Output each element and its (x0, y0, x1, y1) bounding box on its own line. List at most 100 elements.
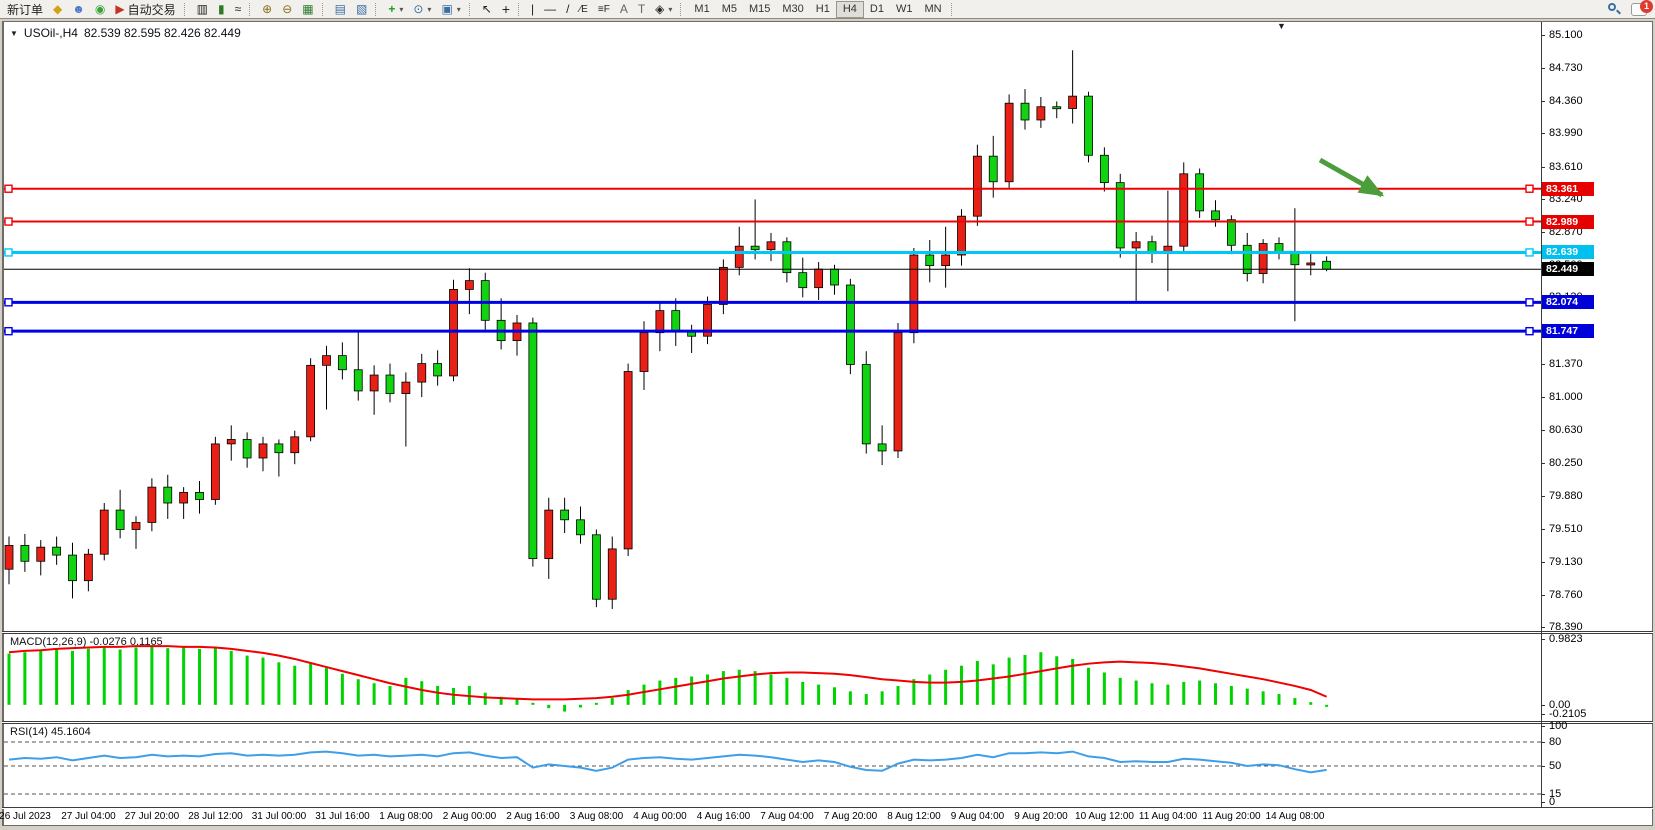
template-button[interactable]: ▣ ▾ (441, 1, 461, 16)
macd-histogram (7, 645, 1329, 712)
auto-scroll-button[interactable]: ▤ (330, 1, 351, 18)
price-level-badge[interactable]: 82.074 (1542, 295, 1594, 310)
chart-shift-marker[interactable]: ▼ (1277, 21, 1286, 31)
account-icon: ☻ (72, 1, 85, 16)
broadcast-icon-button[interactable]: ◉ (90, 1, 110, 18)
candle-body (766, 241, 776, 251)
fibonacci-tool-button[interactable]: ≡F (593, 1, 615, 18)
macd-bar (896, 685, 900, 705)
macd-pane-canvas[interactable] (4, 634, 1541, 719)
macd-bar (785, 677, 789, 705)
macd-bar (1277, 694, 1281, 705)
text-label-tool-button[interactable]: T (633, 1, 650, 18)
arrows-tool-button[interactable]: ◈ ▾ (655, 1, 673, 16)
time-axis-label: 11 Aug 20:00 (1202, 811, 1261, 822)
macd-bar (1166, 684, 1170, 705)
candle-body (337, 355, 347, 371)
candle-body (909, 254, 919, 334)
candle-body (925, 254, 935, 267)
text-tool-button[interactable]: A (615, 1, 633, 18)
time-axis-label: 14 Aug 08:00 (1265, 811, 1325, 822)
candle-body (814, 268, 824, 289)
bar-chart-button[interactable]: ▥ (192, 1, 213, 18)
pane-divider[interactable] (2, 631, 1653, 634)
macd-bar (769, 674, 773, 705)
price-level-badge[interactable]: 82.989 (1542, 214, 1594, 229)
tile-windows-button[interactable]: ▦ (297, 1, 318, 18)
macd-bar (928, 674, 932, 705)
time-axis-label: 26 Jul 2023 (0, 811, 51, 822)
macd-bar (1214, 683, 1217, 705)
cursor-tool-button[interactable]: ↖ (477, 1, 497, 18)
new-order-button[interactable]: 新订单 (7, 2, 44, 17)
candle-body (322, 355, 331, 366)
candle-body (306, 364, 316, 438)
axis-tick (1541, 638, 1545, 640)
candle-body (671, 310, 681, 333)
macd-bar (610, 698, 614, 705)
candle-body (83, 553, 93, 582)
candle-body (1020, 102, 1030, 121)
notifications-icon[interactable]: 1 (1631, 0, 1653, 16)
axis-tick-label: 80.630 (1549, 423, 1583, 436)
axis-tick-label: 15 (1549, 788, 1562, 800)
timeframe-button-w1[interactable]: W1 (895, 2, 913, 15)
account-icon-button[interactable]: ☻ (67, 1, 90, 18)
trendline-tool-button[interactable]: / (561, 1, 574, 18)
price-level-badge[interactable]: 82.449 (1542, 262, 1594, 277)
price-axis[interactable]: 85.100 84.730 84.360 83.990 83.610 83.240 82.8… (1541, 0, 1654, 830)
timeframe-button-m1[interactable]: M1 (694, 2, 710, 15)
indicators-button[interactable]: + ▾ (388, 1, 404, 16)
zoom-in-button[interactable]: ⊕ (257, 1, 277, 18)
trend-arrow-annotation (1318, 157, 1385, 198)
search-icon[interactable] (1607, 2, 1621, 16)
auto-trading-button[interactable]: ▶ 自动交易 (115, 1, 176, 17)
price-level-badge[interactable]: 82.639 (1542, 245, 1594, 260)
macd-bar (706, 674, 709, 705)
period-button[interactable]: ⊙ ▾ (413, 1, 432, 16)
candle-body (560, 509, 570, 521)
macd-bar (1087, 667, 1090, 705)
timeframe-button-m5[interactable]: M5 (721, 2, 737, 15)
chart-shift-button[interactable]: ▧ (351, 1, 372, 18)
axis-tick-label: -0.2105 (1549, 708, 1587, 720)
zoom-out-button[interactable]: ⊖ (277, 1, 297, 18)
macd-bar (1118, 677, 1122, 705)
candle-body (1242, 244, 1252, 274)
price-axis-line (1541, 22, 1542, 807)
time-axis-label: 31 Jul 16:00 (315, 811, 370, 822)
pane-divider[interactable] (2, 721, 1653, 724)
macd-bar (531, 702, 535, 705)
line-chart-button[interactable]: ≈ (230, 1, 247, 18)
macd-bar (340, 673, 344, 705)
crosshair-tool-button[interactable]: + (497, 1, 515, 18)
vline-tool-button[interactable]: | (526, 1, 539, 18)
price-level-badge[interactable]: 81.747 (1542, 324, 1594, 339)
macd-bar (39, 650, 43, 705)
timeframe-button-m15[interactable]: M15 (748, 2, 771, 15)
axis-tick (1541, 726, 1545, 727)
timeframe-button-h1[interactable]: H1 (815, 2, 830, 15)
timeframe-button-m30[interactable]: M30 (782, 2, 804, 15)
hline-tool-button[interactable]: — (539, 1, 561, 18)
timeframe-button-h4[interactable]: H4 (835, 0, 864, 18)
candle-body (607, 548, 617, 600)
axis-tick (1541, 463, 1545, 465)
order-icon-button[interactable]: ◆ (48, 1, 67, 18)
timeframe-button-mn[interactable]: MN (924, 2, 942, 15)
macd-bar (912, 679, 916, 705)
channel-tool-button[interactable]: ∕E (575, 1, 593, 18)
main-chart-canvas[interactable] (4, 22, 1541, 631)
macd-bar (721, 671, 725, 705)
candles (4, 50, 1332, 609)
candle-chart-button[interactable]: ▮ (213, 1, 230, 18)
candle-chart-icon: ▮ (217, 1, 225, 16)
pane-divider (2, 807, 1653, 809)
price-level-badge[interactable]: 83.361 (1542, 181, 1594, 196)
macd-bar (1039, 652, 1043, 705)
rsi-pane-canvas[interactable] (4, 724, 1541, 806)
macd-bar (801, 681, 805, 705)
one-click-trading-toggle[interactable]: ▼ (10, 28, 18, 38)
timeframe-button-d1[interactable]: D1 (869, 2, 884, 15)
axis-tick (1541, 562, 1545, 564)
